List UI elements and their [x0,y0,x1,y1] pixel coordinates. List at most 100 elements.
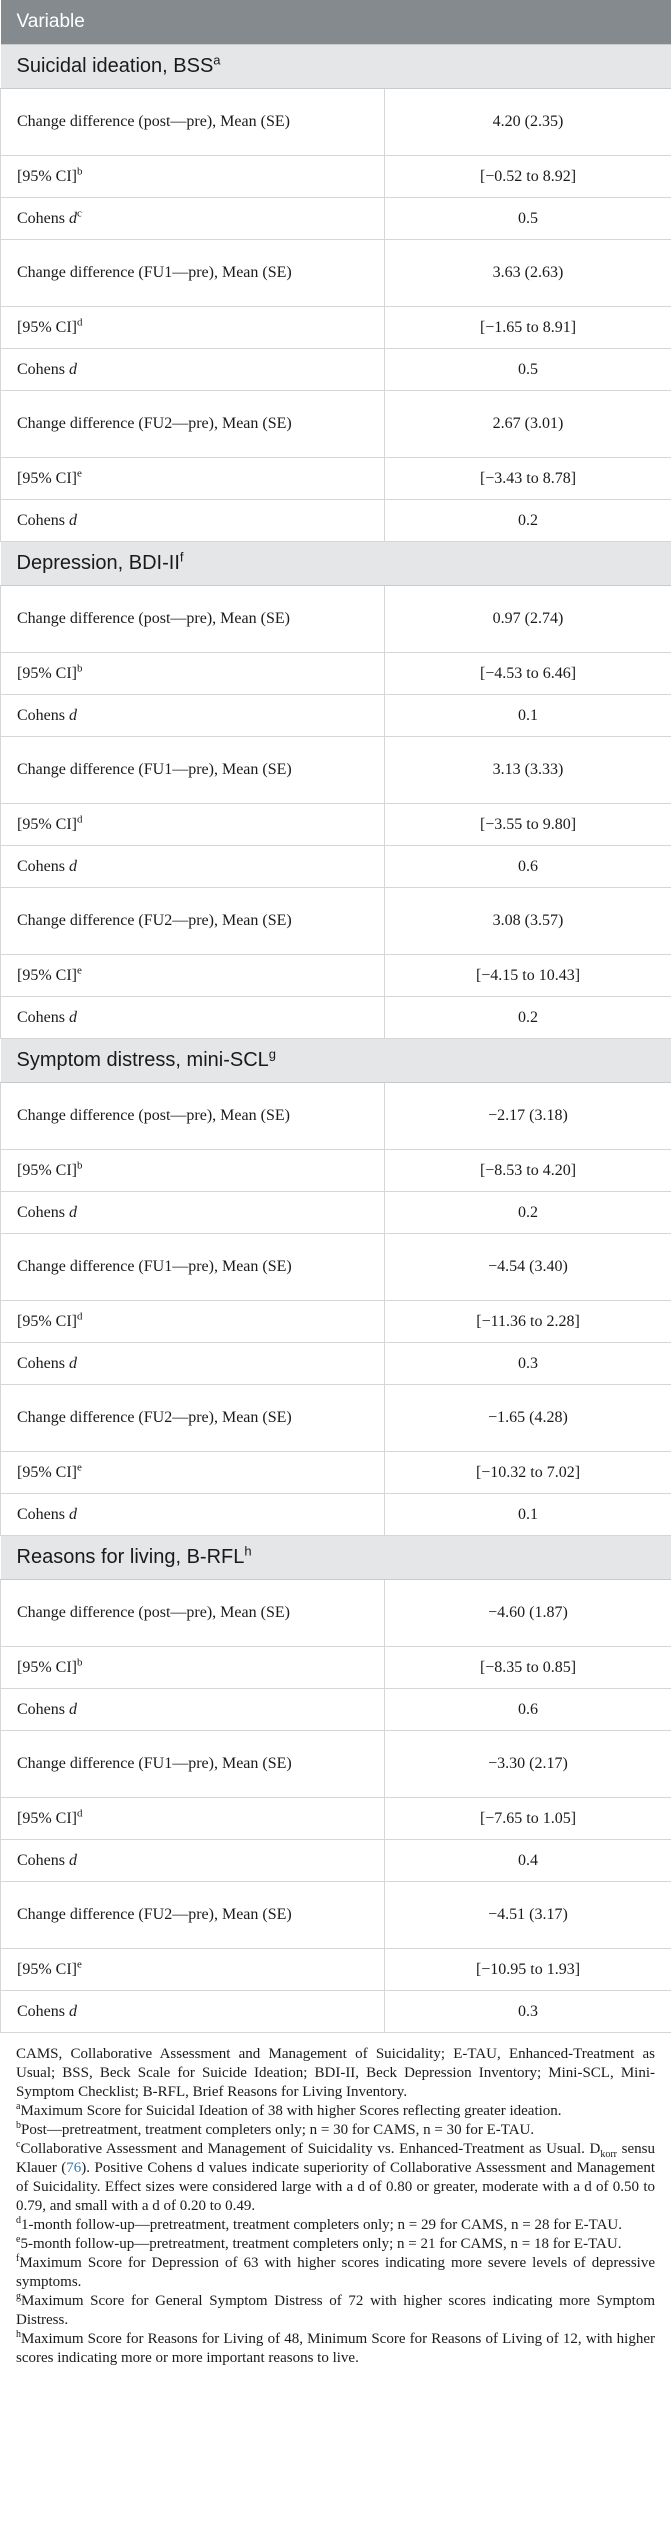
results-table: Variable Suicidal ideation, BSSa Change d… [0,0,671,2033]
row-value: 3.63 (2.63) [384,239,671,307]
footnote-g: gMaximum Score for General Symptom Distr… [16,2291,655,2329]
row-label: Cohens d [0,1191,385,1234]
row-value: 0.6 [384,1688,671,1731]
row-label: Cohens d [0,1990,385,2033]
table-row: [95% CI]d [−1.65 to 8.91] [0,306,671,349]
row-value: 0.3 [384,1342,671,1385]
table-footnotes: CAMS, Collaborative Assessment and Manag… [0,2033,671,2368]
footnote-f: fMaximum Score for Depression of 63 with… [16,2253,655,2291]
section-title: Symptom distress, mini-SCLg [0,1038,671,1083]
footnote-e: e5-month follow-up—pretreatment, treatme… [16,2234,622,2253]
reference-link[interactable]: 76 [66,2160,82,2176]
section-header-row: Reasons for living, B-RFLh [0,1535,671,1580]
table-row: [95% CI]b [−8.53 to 4.20] [0,1149,671,1192]
table-row: Change difference (post—pre), Mean (SE) −… [0,1579,671,1647]
row-value: −3.30 (2.17) [384,1730,671,1798]
row-value: 0.1 [384,1493,671,1536]
row-label: Cohens d [0,348,385,391]
row-value: 0.2 [384,499,671,542]
row-value: [−8.35 to 0.85] [384,1646,671,1689]
table-row: Cohens d 0.1 [0,694,671,737]
row-value: 0.4 [384,1839,671,1882]
row-label: [95% CI]b [0,1646,385,1689]
table-row: Change difference (FU2—pre), Mean (SE) 2.… [0,390,671,458]
row-label: Change difference (FU1—pre), Mean (SE) [0,1233,385,1301]
table-row: [95% CI]e [−10.95 to 1.93] [0,1948,671,1991]
table-row: [95% CI]e [−10.32 to 7.02] [0,1451,671,1494]
row-value: 2.67 (3.01) [384,390,671,458]
row-label: Change difference (FU2—pre), Mean (SE) [0,1384,385,1452]
table-row: [95% CI]e [−3.43 to 8.78] [0,457,671,500]
row-label: Change difference (post—pre), Mean (SE) [0,1082,385,1150]
row-label: Change difference (FU1—pre), Mean (SE) [0,1730,385,1798]
row-label: [95% CI]d [0,306,385,349]
table-row: Cohens d 0.6 [0,1688,671,1731]
row-label: Change difference (FU1—pre), Mean (SE) [0,239,385,307]
row-label: Change difference (post—pre), Mean (SE) [0,1579,385,1647]
row-value: 0.2 [384,1191,671,1234]
table-row: [95% CI]b [−0.52 to 8.92] [0,155,671,198]
table-row: Cohens d 0.5 [0,348,671,391]
table-row: Change difference (FU1—pre), Mean (SE) −4… [0,1233,671,1301]
row-label: Cohens d [0,996,385,1039]
row-label: Cohens d [0,694,385,737]
row-value: [−4.53 to 6.46] [384,652,671,695]
row-value: 4.20 (2.35) [384,88,671,156]
table-row: Change difference (FU1—pre), Mean (SE) −3… [0,1730,671,1798]
table-row: Cohens d 0.2 [0,1191,671,1234]
row-label: Change difference (post—pre), Mean (SE) [0,585,385,653]
row-label: Change difference (FU2—pre), Mean (SE) [0,887,385,955]
row-value: [−10.32 to 7.02] [384,1451,671,1494]
footnote-d: d1-month follow-up—pretreatment, treatme… [16,2215,623,2234]
table-row: [95% CI]b [−4.53 to 6.46] [0,652,671,695]
row-label: [95% CI]b [0,652,385,695]
row-value: [−7.65 to 1.05] [384,1797,671,1840]
row-label: Cohens d [0,1493,385,1536]
table-row: [95% CI]d [−11.36 to 2.28] [0,1300,671,1343]
row-value: 0.5 [384,348,671,391]
row-label: Cohens d [0,499,385,542]
table-row: Change difference (post—pre), Mean (SE) 0… [0,585,671,653]
section-header-row: Depression, BDI-IIf [0,541,671,586]
row-value: [−1.65 to 8.91] [384,306,671,349]
row-label: Cohens d [0,845,385,888]
table-row: Cohens d 0.2 [0,996,671,1039]
row-label: Cohens d [0,1342,385,1385]
row-label: Change difference (post—pre), Mean (SE) [0,88,385,156]
table-row: Cohens d 0.2 [0,499,671,542]
footnote-c: cCollaborative Assessment and Management… [16,2139,655,2215]
row-value: 0.6 [384,845,671,888]
table-row: [95% CI]b [−8.35 to 0.85] [0,1646,671,1689]
table-row: [95% CI]e [−4.15 to 10.43] [0,954,671,997]
row-label: Cohens d [0,1688,385,1731]
row-value: [−4.15 to 10.43] [384,954,671,997]
row-label: [95% CI]e [0,457,385,500]
row-value: −1.65 (4.28) [384,1384,671,1452]
row-label: [95% CI]d [0,1300,385,1343]
row-value: 3.08 (3.57) [384,887,671,955]
row-value: [−10.95 to 1.93] [384,1948,671,1991]
row-value: −4.54 (3.40) [384,1233,671,1301]
table-row: Change difference (post—pre), Mean (SE) 4… [0,88,671,156]
row-value: 0.2 [384,996,671,1039]
table-row: Change difference (FU1—pre), Mean (SE) 3.… [0,239,671,307]
table-header-cell: Variable [0,0,671,45]
row-label: [95% CI]b [0,1149,385,1192]
row-value: 0.5 [384,197,671,240]
section-title: Suicidal ideation, BSSa [0,44,671,89]
row-label: [95% CI]d [0,803,385,846]
row-label: Cohens dc [0,197,385,240]
footnote-abbreviations: CAMS, Collaborative Assessment and Manag… [16,2046,655,2100]
row-value: [−0.52 to 8.92] [384,155,671,198]
row-value: 3.13 (3.33) [384,736,671,804]
table-row: Cohens d 0.3 [0,1342,671,1385]
table-row: Change difference (FU1—pre), Mean (SE) 3.… [0,736,671,804]
row-value: 0.97 (2.74) [384,585,671,653]
row-label: [95% CI]e [0,954,385,997]
footnote-h: hMaximum Score for Reasons for Living of… [16,2329,655,2367]
table-row: Cohens d 0.1 [0,1493,671,1536]
table-row: Cohens d 0.6 [0,845,671,888]
row-value: −4.51 (3.17) [384,1881,671,1949]
page: Variable Suicidal ideation, BSSa Change d… [0,0,671,2368]
table-body: Variable Suicidal ideation, BSSa Change d… [0,0,671,2033]
